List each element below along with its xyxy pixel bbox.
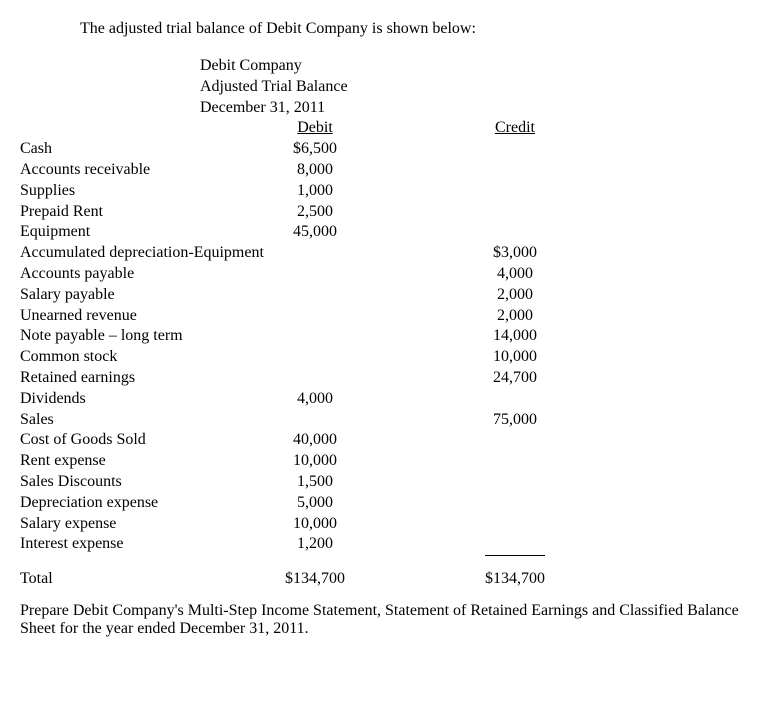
debit-value: $6,500: [245, 139, 385, 160]
debit-value: [245, 326, 385, 347]
credit-value: 10,000: [445, 347, 585, 368]
debit-value: [245, 368, 385, 389]
credit-value: 2,000: [445, 306, 585, 327]
table-row: Retained earnings 24,700: [20, 368, 739, 389]
table-row: Accounts receivable8,000: [20, 160, 739, 181]
credit-column-header: Credit: [445, 118, 585, 139]
account-name: Sales: [20, 410, 245, 431]
credit-value: 24,700: [445, 368, 585, 389]
table-row: Cash$6,500: [20, 139, 739, 160]
account-name: Accounts payable: [20, 264, 245, 285]
credit-value: [445, 160, 585, 181]
statement-header: Debit Company Adjusted Trial Balance Dec…: [200, 56, 739, 118]
table-row: Accounts payable 4,000: [20, 264, 739, 285]
debit-value: 10,000: [245, 514, 385, 535]
table-row: Dividends4,000: [20, 389, 739, 410]
table-row: Accumulated depreciation-Equipment $3,000: [20, 243, 739, 264]
credit-value: [445, 181, 585, 202]
credit-value: 14,000: [445, 326, 585, 347]
credit-value: [445, 514, 585, 535]
debit-value: 2,500: [245, 202, 385, 223]
debit-value: 45,000: [245, 222, 385, 243]
debit-value: [245, 306, 385, 327]
debit-value: 8,000: [245, 160, 385, 181]
table-row: Equipment45,000: [20, 222, 739, 243]
debit-column-header: Debit: [245, 118, 385, 139]
intro-text: The adjusted trial balance of Debit Comp…: [80, 20, 739, 38]
table-row: Note payable – long term 14,000: [20, 326, 739, 347]
total-debit: $134,700: [245, 570, 385, 588]
debit-value: 10,000: [245, 451, 385, 472]
account-name: Sales Discounts: [20, 472, 245, 493]
table-row: Prepaid Rent2,500: [20, 202, 739, 223]
account-name: Salary payable: [20, 285, 245, 306]
debit-value: [245, 264, 385, 285]
total-credit: $134,700: [445, 570, 585, 588]
debit-value: 5,000: [245, 493, 385, 514]
account-name: Interest expense: [20, 534, 245, 556]
credit-value: $3,000: [445, 243, 585, 264]
table-row: Interest expense1,200: [20, 534, 739, 556]
credit-value: [445, 202, 585, 223]
account-name: Note payable – long term: [20, 326, 245, 347]
debit-value: 4,000: [245, 389, 385, 410]
table-row: Common stock 10,000: [20, 347, 739, 368]
table-row: Supplies1,000: [20, 181, 739, 202]
account-name: Cost of Goods Sold: [20, 430, 245, 451]
debit-value: [245, 347, 385, 368]
account-name: Retained earnings: [20, 368, 245, 389]
account-name: Equipment: [20, 222, 245, 243]
table-row: Unearned revenue 2,000: [20, 306, 739, 327]
table-row: Salary expense10,000: [20, 514, 739, 535]
table-row: Sales 75,000: [20, 410, 739, 431]
trial-balance-rows: Cash$6,500Accounts receivable8,000Suppli…: [20, 139, 739, 556]
account-name: Common stock: [20, 347, 245, 368]
total-row: Total $134,700 $134,700: [20, 570, 739, 588]
statement-date: December 31, 2011: [200, 98, 739, 119]
instruction-text: Prepare Debit Company's Multi-Step Incom…: [20, 602, 739, 638]
debit-value: 1,200: [245, 534, 385, 556]
account-name: Unearned revenue: [20, 306, 245, 327]
credit-value: 75,000: [445, 410, 585, 431]
credit-value: [445, 451, 585, 472]
account-name: Depreciation expense: [20, 493, 245, 514]
credit-value: [445, 534, 585, 556]
account-name: Accounts receivable: [20, 160, 245, 181]
debit-value: 1,000: [245, 181, 385, 202]
table-row: Depreciation expense5,000: [20, 493, 739, 514]
account-name: Rent expense: [20, 451, 245, 472]
credit-value: 2,000: [445, 285, 585, 306]
column-headers: Debit Credit: [20, 118, 739, 139]
statement-title: Adjusted Trial Balance: [200, 77, 739, 98]
company-name: Debit Company: [200, 56, 739, 77]
credit-value: [445, 493, 585, 514]
table-row: Salary payable 2,000: [20, 285, 739, 306]
credit-value: 4,000: [445, 264, 585, 285]
account-name: Prepaid Rent: [20, 202, 245, 223]
table-row: Rent expense10,000: [20, 451, 739, 472]
total-label: Total: [20, 570, 245, 588]
table-row: Sales Discounts1,500: [20, 472, 739, 493]
debit-value: [245, 410, 385, 431]
account-name: Cash: [20, 139, 245, 160]
debit-value: 1,500: [245, 472, 385, 493]
credit-value: [445, 139, 585, 160]
table-row: Cost of Goods Sold40,000: [20, 430, 739, 451]
credit-value: [445, 430, 585, 451]
credit-value: [445, 222, 585, 243]
account-name: Accumulated depreciation-Equipment: [20, 243, 385, 264]
debit-value: [245, 285, 385, 306]
debit-value: 40,000: [245, 430, 385, 451]
account-name: Supplies: [20, 181, 245, 202]
credit-value: [445, 472, 585, 493]
credit-value: [445, 389, 585, 410]
account-name: Dividends: [20, 389, 245, 410]
account-name: Salary expense: [20, 514, 245, 535]
